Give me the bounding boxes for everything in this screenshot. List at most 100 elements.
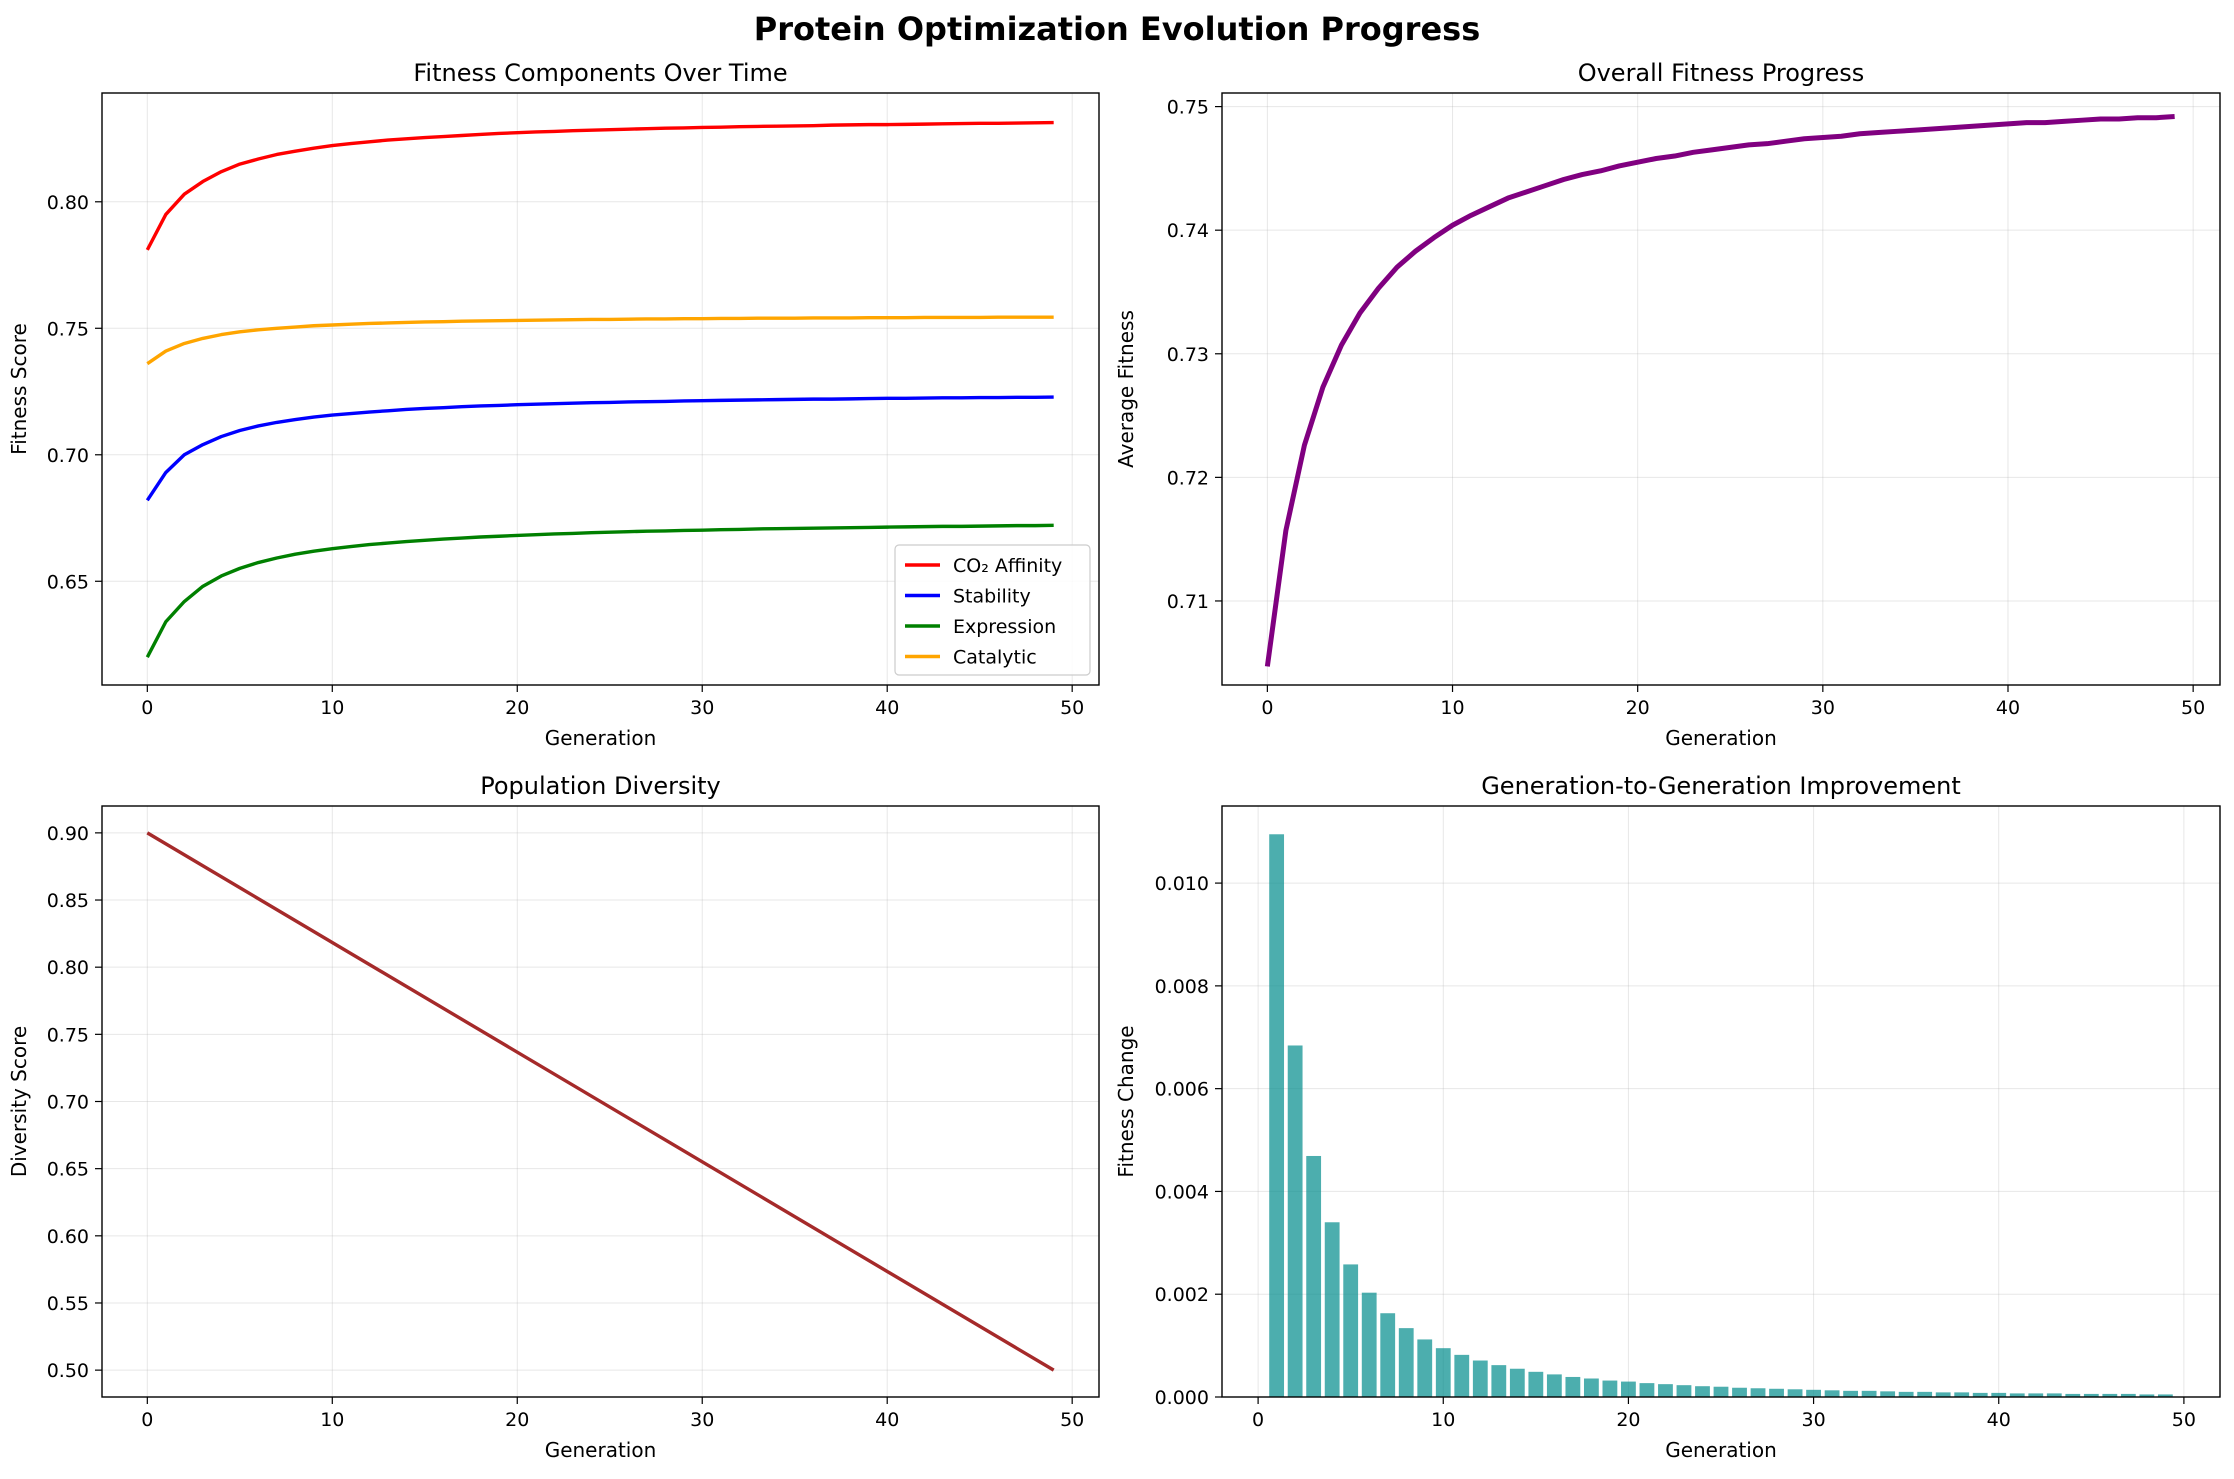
- bar: [1361, 1292, 1377, 1397]
- bar: [2065, 1393, 2081, 1397]
- bar: [1658, 1384, 1673, 1397]
- bar: [1491, 1365, 1507, 1397]
- bar: [1324, 1222, 1340, 1397]
- bar: [2102, 1393, 2118, 1397]
- y-tick-label: 0.008: [1155, 976, 1209, 998]
- x-tick-label: 20: [1616, 1409, 1640, 1431]
- x-tick-label: 20: [505, 697, 529, 719]
- x-tick-label: 30: [1811, 697, 1835, 719]
- bar: [1509, 1368, 1525, 1397]
- y-tick-label: 0.65: [47, 1159, 89, 1181]
- x-tick-label: 30: [1801, 1409, 1825, 1431]
- y-tick-label: 0.004: [1155, 1181, 1209, 1203]
- bar: [1417, 1339, 1433, 1397]
- bar: [2028, 1393, 2044, 1397]
- bar: [1287, 1045, 1303, 1397]
- bar: [1917, 1391, 1933, 1397]
- x-tick-label: 10: [320, 1409, 344, 1431]
- y-tick-label: 0.70: [47, 1092, 89, 1114]
- bar: [1676, 1385, 1692, 1397]
- y-tick-label: 0.006: [1155, 1079, 1209, 1101]
- legend-label: Stability: [953, 586, 1031, 608]
- chart-title: Generation-to-Generation Improvement: [1481, 772, 1961, 800]
- y-tick-label: 0.010: [1155, 873, 1209, 895]
- bar: [1806, 1389, 1821, 1397]
- bar: [1343, 1264, 1359, 1397]
- x-tick-label: 10: [1431, 1409, 1455, 1431]
- y-tick-label: 0.50: [47, 1360, 89, 1382]
- x-tick-label: 0: [1261, 697, 1273, 719]
- bar: [2083, 1393, 2099, 1397]
- y-tick-label: 0.80: [47, 192, 89, 214]
- chart-panel-diversity: 0 10 20 30 40 50 0.50 0.55 0.60 0.65 0.70 0.75 0.80 0…: [7, 772, 1100, 1462]
- x-tick-label: 10: [320, 697, 344, 719]
- series-line-expression: [145, 523, 1054, 658]
- series-line-co-affinity: [145, 120, 1054, 251]
- y-tick-label: 0.002: [1155, 1284, 1209, 1306]
- bar: [1732, 1387, 1747, 1397]
- chart-title: Population Diversity: [480, 772, 721, 800]
- bar: [1861, 1390, 1877, 1397]
- y-tick-label: 0.55: [47, 1293, 89, 1315]
- y-tick-label: 0.85: [47, 890, 89, 912]
- bar: [1546, 1374, 1562, 1397]
- bar: [1843, 1390, 1859, 1397]
- x-tick-label: 40: [875, 697, 899, 719]
- figure-title: Protein Optimization Evolution Progress: [754, 10, 1481, 48]
- bar: [1880, 1391, 1896, 1397]
- y-axis-label: Average Fitness: [1114, 310, 1138, 468]
- plot-area: [146, 831, 1055, 1372]
- bar: [1454, 1354, 1470, 1397]
- legend-box: [894, 544, 1091, 676]
- chart-title: Fitness Components Over Time: [413, 59, 787, 87]
- bar: [2157, 1394, 2173, 1397]
- legend-label: CO₂ Affinity: [953, 555, 1062, 577]
- bar: [1935, 1392, 1951, 1397]
- y-tick-label: 0.70: [47, 445, 89, 467]
- bar: [1713, 1386, 1729, 1397]
- y-tick-label: 0.90: [47, 823, 89, 845]
- bar: [1435, 1348, 1451, 1397]
- bar: [1972, 1392, 1988, 1397]
- legend-label: Expression: [953, 616, 1056, 638]
- x-tick-label: 0: [141, 1409, 153, 1431]
- series-line-diversity: [146, 831, 1055, 1372]
- legend-label: Catalytic: [953, 647, 1037, 669]
- bar: [1787, 1389, 1803, 1397]
- x-tick-label: 20: [1626, 697, 1650, 719]
- x-tick-label: 30: [690, 1409, 714, 1431]
- plot-area: [1264, 113, 2175, 667]
- bar: [1306, 1155, 1322, 1397]
- chart-title: Overall Fitness Progress: [1578, 59, 1865, 87]
- axes-frame: [1221, 805, 2221, 1398]
- bar: [1528, 1371, 1544, 1397]
- x-axis-label: Generation: [1665, 1438, 1777, 1462]
- y-tick-label: 0.74: [1167, 220, 1209, 242]
- series-line-stability: [145, 395, 1054, 502]
- plot-area: [1269, 834, 2173, 1397]
- x-tick-label: 30: [690, 697, 714, 719]
- x-tick-label: 40: [875, 1409, 899, 1431]
- bar: [2046, 1393, 2062, 1397]
- x-tick-label: 20: [505, 1409, 529, 1431]
- bar: [1898, 1391, 1914, 1397]
- bar: [1750, 1388, 1766, 1397]
- axes-frame: [101, 92, 1100, 686]
- bar: [2120, 1393, 2136, 1397]
- y-tick-label: 0.75: [1167, 97, 1209, 119]
- bar: [1583, 1378, 1599, 1397]
- x-tick-label: 50: [1060, 1409, 1084, 1431]
- x-tick-label: 40: [1996, 697, 2020, 719]
- x-axis-label: Generation: [545, 1438, 657, 1462]
- x-tick-label: 50: [1060, 697, 1084, 719]
- x-tick-label: 40: [1987, 1409, 2011, 1431]
- bar: [1621, 1381, 1636, 1397]
- axes-frame: [1221, 92, 2221, 686]
- x-tick-label: 50: [2181, 697, 2205, 719]
- bar: [2009, 1393, 2025, 1397]
- plot-area: [145, 120, 1054, 658]
- chart-panel-components: 0 10 20 30 40 50 0.65 0.70 0.75 0.80 Fitness Compo…: [7, 59, 1100, 750]
- y-axis-label: Diversity Score: [7, 1026, 31, 1177]
